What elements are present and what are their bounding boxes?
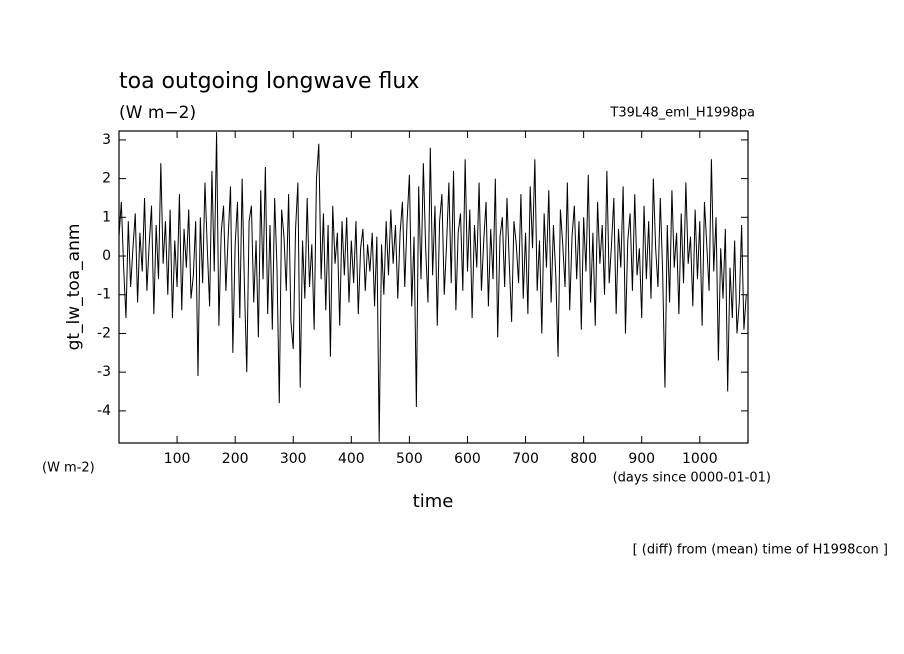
y-tick-label: 1 <box>102 209 111 225</box>
x-unit: (days since 0000-01-01) <box>613 471 771 486</box>
y-unit: (W m-2) <box>42 461 95 476</box>
x-tick-label: 600 <box>454 451 481 467</box>
y-tick-label: 2 <box>102 171 111 187</box>
y-tick-label: 0 <box>102 248 111 264</box>
x-tick-label: 400 <box>338 451 365 467</box>
chart-subtitle: (W m−2) <box>119 103 196 123</box>
y-tick-label: -3 <box>97 364 111 380</box>
x-tick-label: 300 <box>280 451 307 467</box>
x-tick-label: 200 <box>222 451 249 467</box>
y-axis-label: gt_lw_toa_anm <box>64 224 84 351</box>
chart-title: toa outgoing longwave flux <box>119 69 419 94</box>
plot-frame <box>118 130 749 444</box>
line-series <box>118 132 747 442</box>
y-tick-label: -2 <box>97 325 111 341</box>
x-tick-label: 700 <box>512 451 539 467</box>
y-tick-label: 3 <box>102 132 111 148</box>
footnote: [ (diff) from (mean) time of H1998con ] <box>633 543 888 558</box>
x-tick-label: 900 <box>628 451 655 467</box>
annotation: T39L48_eml_H1998pa <box>609 106 755 121</box>
y-tick-label: -1 <box>97 287 111 303</box>
x-axis-label: time <box>413 491 454 512</box>
x-tick-label: 1000 <box>682 451 718 467</box>
x-tick-label: 800 <box>570 451 597 467</box>
y-tick-label: -4 <box>97 403 111 419</box>
x-tick-label: 100 <box>164 451 191 467</box>
x-tick-label: 500 <box>396 451 423 467</box>
